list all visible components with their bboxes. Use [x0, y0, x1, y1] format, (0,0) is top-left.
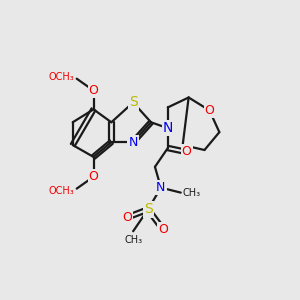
Text: O: O: [88, 84, 98, 97]
Text: N: N: [128, 136, 138, 148]
Text: O: O: [88, 170, 98, 183]
Text: OCH₃: OCH₃: [49, 72, 75, 82]
Text: N: N: [156, 181, 166, 194]
Text: O: O: [158, 223, 168, 236]
Text: N: N: [163, 121, 173, 135]
Text: CH₃: CH₃: [124, 235, 142, 245]
Text: O: O: [205, 104, 214, 117]
Text: O: O: [182, 146, 192, 158]
Text: S: S: [129, 95, 137, 110]
Text: S: S: [144, 202, 152, 216]
Text: OCH₃: OCH₃: [49, 186, 75, 196]
Text: CH₃: CH₃: [183, 188, 201, 198]
Text: O: O: [122, 211, 132, 224]
